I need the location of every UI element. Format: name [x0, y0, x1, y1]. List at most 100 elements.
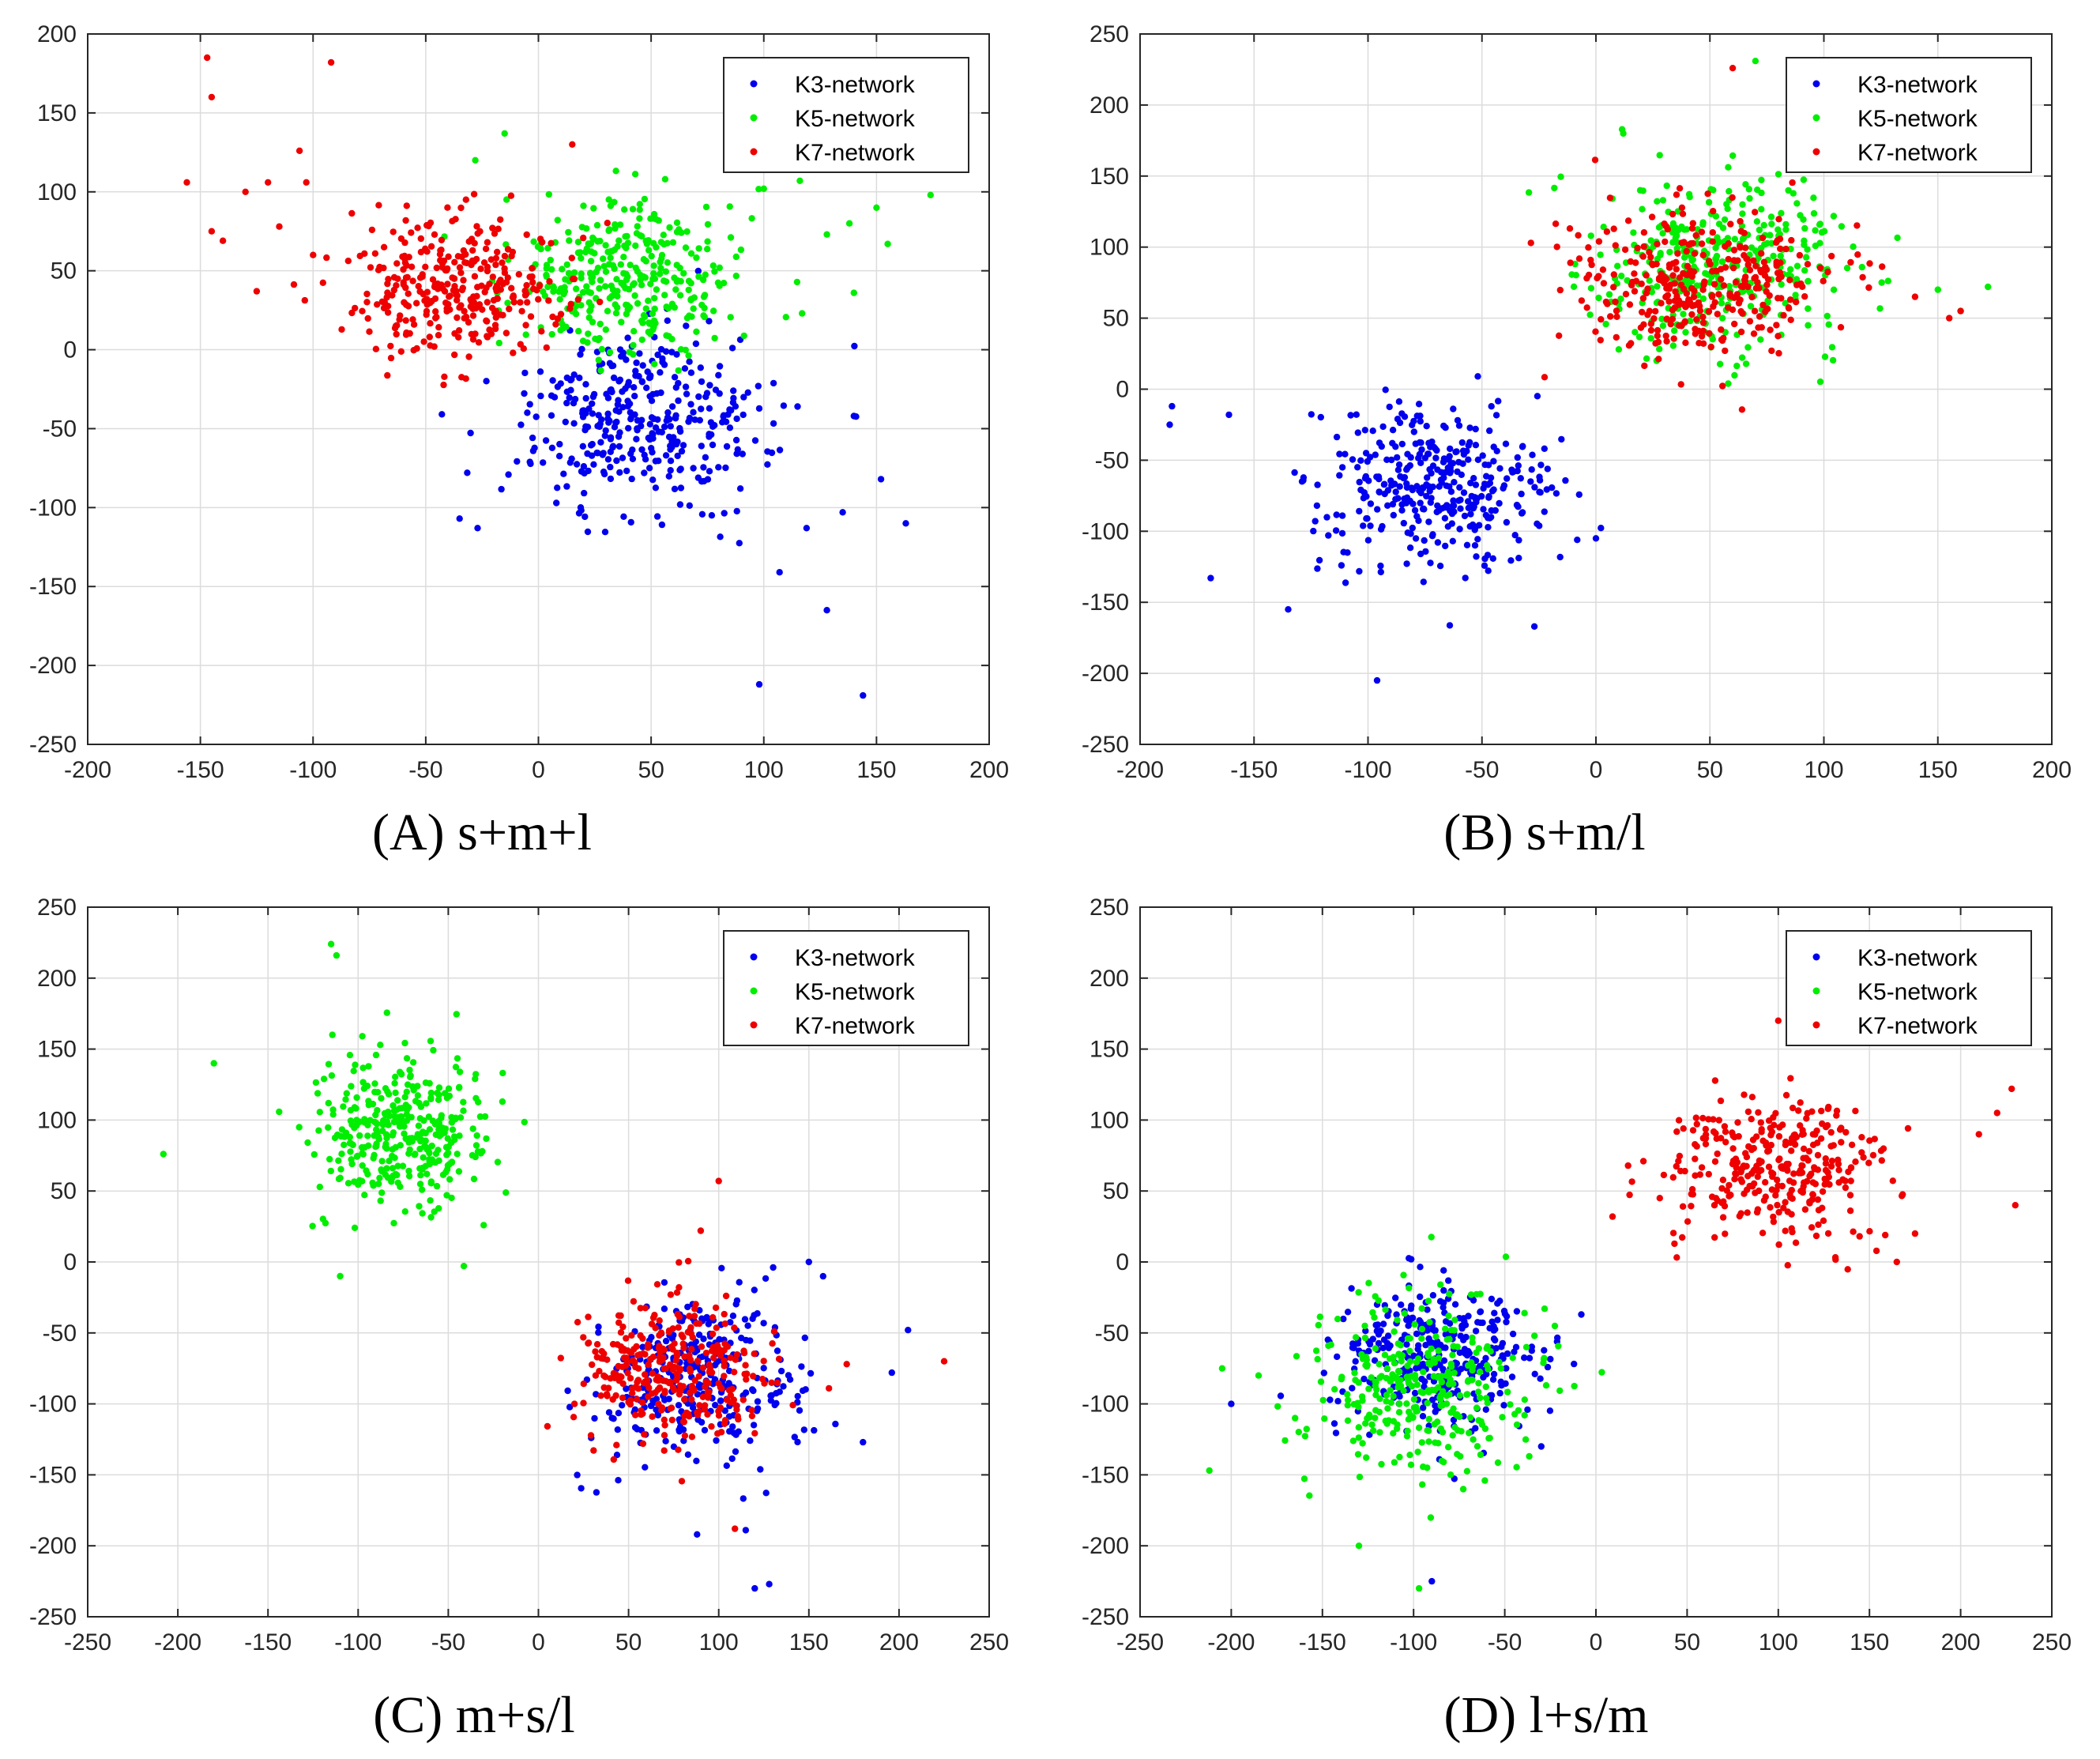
- scatter-point: [371, 1132, 378, 1139]
- scatter-point: [1746, 194, 1753, 202]
- data-points: [1166, 58, 1992, 684]
- scatter-point: [587, 1432, 595, 1439]
- scatter-point: [1413, 1381, 1421, 1388]
- scatter-point: [470, 299, 477, 306]
- scatter-point: [1806, 1200, 1813, 1207]
- scatter-point: [1450, 405, 1457, 412]
- scatter-point: [663, 303, 670, 311]
- scatter-point: [543, 344, 550, 352]
- scatter-point: [1430, 1356, 1437, 1363]
- scatter-point: [605, 261, 613, 268]
- scatter-point: [547, 256, 554, 264]
- series-k5-network: [441, 130, 935, 375]
- scatter-point: [651, 295, 658, 302]
- scatter-point: [1691, 288, 1698, 295]
- scatter-point: [535, 296, 542, 303]
- scatter-point: [1819, 1120, 1826, 1128]
- scatter-point: [1515, 555, 1522, 562]
- scatter-point: [1575, 491, 1583, 499]
- scatter-point: [494, 248, 501, 256]
- scatter-point: [510, 349, 517, 356]
- scatter-point: [1748, 293, 1756, 301]
- scatter-point: [1639, 205, 1646, 213]
- scatter-point: [472, 330, 479, 337]
- scatter-point: [640, 311, 648, 319]
- scatter-point: [1799, 1162, 1806, 1170]
- scatter-point: [1756, 1187, 1763, 1195]
- scatter-point: [683, 228, 691, 235]
- scatter-point: [659, 355, 666, 362]
- scatter-point: [600, 262, 608, 270]
- scatter-point: [686, 502, 693, 509]
- scatter-point: [497, 286, 504, 293]
- legend-box: [1786, 57, 2032, 173]
- scatter-point: [1358, 1393, 1366, 1400]
- scatter-point: [578, 345, 585, 352]
- scatter-point: [1725, 164, 1732, 171]
- scatter-point: [1396, 1400, 1403, 1407]
- scatter-point: [1422, 548, 1429, 556]
- scatter-point: [690, 409, 697, 416]
- scatter-point: [438, 1114, 445, 1122]
- y-tick-label: 150: [37, 100, 77, 126]
- scatter-point: [807, 1369, 815, 1377]
- scatter-point: [1300, 1475, 1308, 1482]
- scatter-point: [706, 318, 713, 325]
- scatter-point: [591, 1414, 598, 1422]
- scatter-point: [1757, 1119, 1764, 1126]
- scatter-point: [589, 400, 596, 407]
- scatter-point: [1692, 1155, 1699, 1162]
- scatter-point: [1556, 286, 1564, 294]
- scatter-point: [734, 1413, 741, 1420]
- scatter-point: [658, 521, 666, 529]
- scatter-point: [1879, 263, 1886, 270]
- scatter-point: [754, 1398, 762, 1405]
- scatter-point: [580, 202, 587, 209]
- scatter-point: [1368, 1374, 1375, 1381]
- scatter-point: [1389, 439, 1396, 446]
- scatter-point: [1316, 1313, 1324, 1320]
- scatter-point: [1624, 277, 1631, 284]
- y-tick-label: -100: [1082, 1392, 1129, 1418]
- scatter-point: [587, 269, 594, 277]
- y-tick-label: 200: [1090, 92, 1129, 119]
- scatter-point: [1376, 1429, 1383, 1436]
- scatter-point: [1433, 508, 1440, 516]
- scatter-point: [387, 354, 395, 362]
- scatter-point: [1376, 1408, 1383, 1416]
- scatter-point: [711, 334, 718, 342]
- scatter-point: [593, 221, 601, 229]
- scatter-point: [1603, 228, 1611, 235]
- scatter-point: [1722, 1230, 1729, 1237]
- scatter-point: [762, 1275, 770, 1283]
- scatter-point: [1810, 194, 1817, 202]
- scatter-point: [582, 248, 589, 256]
- x-tick-label: -200: [1116, 757, 1164, 783]
- scatter-point: [1660, 1171, 1668, 1179]
- scatter-point: [1492, 1326, 1499, 1333]
- scatter-point: [732, 1402, 740, 1409]
- scatter-point: [352, 1105, 359, 1112]
- scatter-point: [703, 390, 711, 397]
- scatter-point: [677, 484, 685, 492]
- scatter-point: [751, 1286, 758, 1294]
- scatter-point: [731, 1369, 738, 1376]
- scatter-point: [455, 1168, 463, 1175]
- scatter-point: [1428, 1345, 1435, 1353]
- scatter-point: [622, 385, 629, 392]
- scatter-point: [1748, 1094, 1756, 1101]
- scatter-point: [1367, 454, 1374, 461]
- scatter-point: [1639, 1158, 1647, 1165]
- scatter-point: [1515, 462, 1522, 469]
- scatter-point: [927, 191, 935, 198]
- scatter-point: [462, 314, 470, 321]
- scatter-point: [1659, 322, 1667, 330]
- scatter-point: [1333, 433, 1341, 441]
- scatter-point: [1499, 1339, 1507, 1347]
- x-tick-label: -50: [1465, 757, 1499, 783]
- scatter-point: [1771, 1121, 1778, 1129]
- scatter-point: [482, 245, 490, 253]
- scatter-point: [1447, 1409, 1455, 1416]
- legend-label: K7-network: [795, 140, 916, 166]
- y-tick-label: 0: [63, 337, 77, 363]
